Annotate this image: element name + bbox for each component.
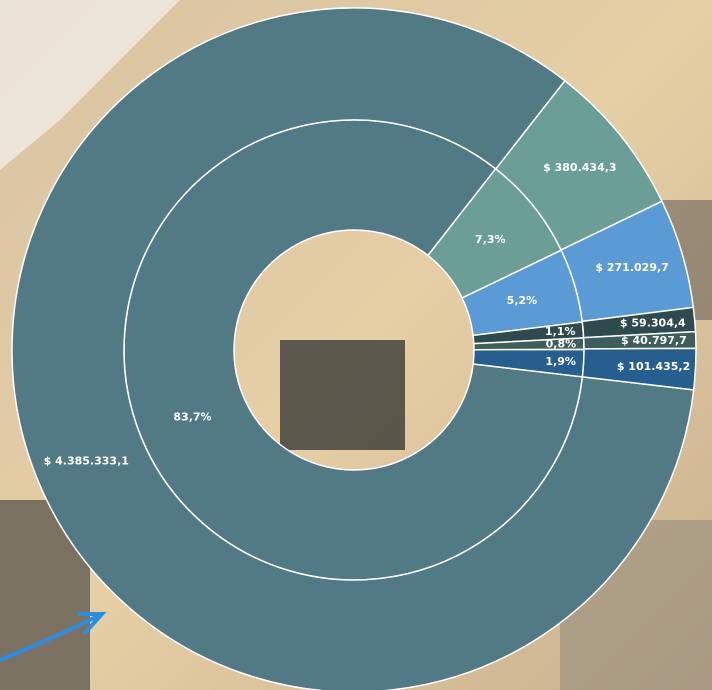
rings: 83,7% 7,3% 5,2% 1,1%0,8% 1,9% $ 4.385.333,1 $ … bbox=[11, 7, 697, 690]
data-label: 1,1% bbox=[545, 325, 576, 338]
data-label: $ 380.434,3 bbox=[543, 161, 616, 174]
data-label: $ 101.435,2 bbox=[617, 360, 690, 373]
ring-segment bbox=[11, 7, 695, 690]
data-label: $ 4.385.333,1 bbox=[44, 454, 129, 467]
data-label: 83,7% bbox=[173, 410, 211, 423]
data-label: $ 271.029,7 bbox=[595, 261, 668, 274]
data-label: 7,3% bbox=[475, 233, 506, 246]
data-label: 1,9% bbox=[545, 355, 576, 368]
data-label: 0,8% bbox=[546, 337, 577, 350]
data-label: 5,2% bbox=[507, 294, 538, 307]
data-label: $ 59.304,4 bbox=[620, 316, 686, 329]
ring-segment bbox=[581, 347, 697, 391]
data-label: $ 40.797,7 bbox=[621, 334, 687, 347]
